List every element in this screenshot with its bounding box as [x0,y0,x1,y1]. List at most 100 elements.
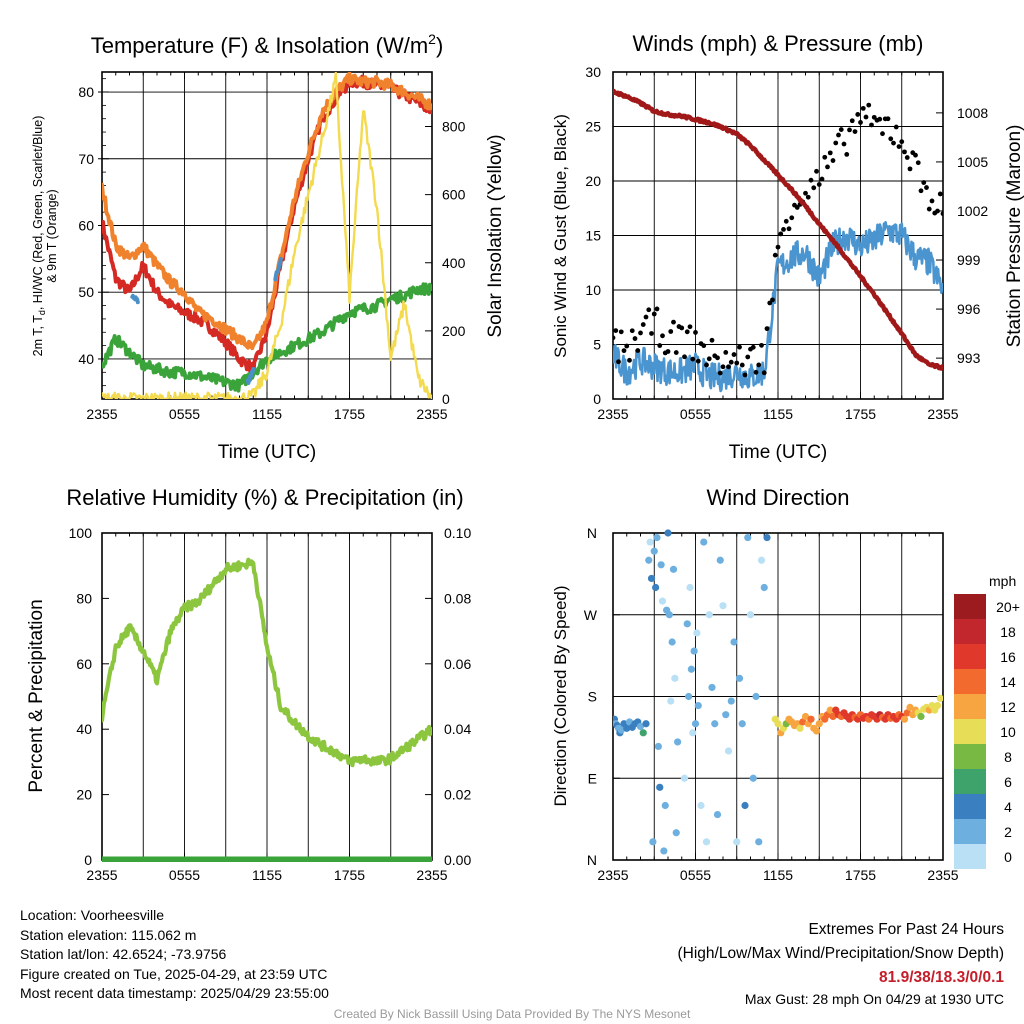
direction-point [667,697,675,705]
colorbar-swatch [954,769,986,794]
y-tick-label: 60 [76,656,92,672]
colorbar-label: 8 [1004,749,1012,765]
gust-point [924,185,929,190]
gust-point [937,191,943,197]
x-tick-label: 2355 [416,867,447,883]
colorbar-swatch [954,669,986,694]
direction-point [617,726,625,734]
y2-tick-label: 0.02 [444,787,471,803]
direction-point [636,722,645,731]
gust-point [673,350,679,355]
y-tick-label: N [587,525,597,541]
direction-point [690,647,698,655]
series-sonic-wind [613,221,943,393]
gust-point [869,122,874,128]
direction-point [815,720,823,728]
direction-point [760,583,768,592]
gust-point [687,324,693,330]
gust-point [629,328,635,334]
colorbar-swatch [954,594,986,619]
direction-point [774,720,782,728]
gust-point [808,177,814,183]
direction-point [700,538,708,546]
colorbar-label: 6 [1004,774,1012,790]
gust-point [654,306,660,312]
y2-axis-label: Solar Insolation (Yellow) [485,134,506,337]
series-hi-wc [245,367,256,385]
x-tick-label: 2355 [927,406,958,422]
colorbar-label: 4 [1004,799,1012,815]
y2-tick-label: 600 [442,187,466,203]
gust-point [918,188,924,194]
direction-point [763,533,771,542]
created-text: Figure created on Tue, 2025-04-29, at 23… [20,965,328,982]
y2-tick-label: 0.04 [444,721,471,737]
y2-tick-label: 200 [442,323,466,339]
gust-point [803,190,808,196]
x-tick-label: 0555 [169,406,200,422]
gust-point [742,372,748,378]
direction-point [625,718,634,726]
direction-point [755,838,763,846]
direction-point [829,712,837,721]
direction-point [713,810,722,819]
gust-point [885,116,891,122]
colorbar-swatch [954,694,986,719]
direction-point [752,692,760,701]
y2-tick-label: 400 [442,255,466,271]
direction-point [660,847,668,855]
x-axis-label: Time (UTC) [218,442,317,463]
gust-point [704,362,709,368]
gust-point [904,155,910,160]
chart-title: Winds (mph) & Pressure (mb) [633,31,924,56]
y2-tick-label: 0.08 [444,590,471,606]
gust-point [643,314,649,320]
gust-point [684,329,690,335]
direction-point [735,674,744,682]
gust-point [880,131,885,137]
direction-point [674,738,682,746]
extremes-subtitle: (High/Low/Max Wind/Precipitation/Snow De… [677,945,1005,962]
extremes-values: 81.9/38/18.3/0/0.1 [879,969,1004,986]
direction-point [691,720,700,728]
direction-point [697,801,705,810]
gust-point [913,152,918,158]
location-text: Location: Voorheesville [20,907,164,923]
gust-point [836,132,841,138]
y-tick-label: 20 [585,173,601,189]
y-tick-label: 10 [585,282,601,298]
y-tick-label: 80 [78,84,94,100]
gust-point [726,364,731,370]
gust-point [814,168,819,174]
gust-point [753,369,759,375]
y2-tick-label: 1008 [957,105,988,121]
gust-point [783,218,789,224]
gust-point [819,176,825,182]
gust-point [646,307,652,313]
direction-point [639,729,647,737]
gust-point [693,330,698,335]
y2-tick-label: 993 [957,350,981,366]
y2-tick-label: 0.06 [444,656,471,672]
direction-point [658,597,667,605]
gust-point [632,336,638,341]
direction-point [661,801,669,810]
x-tick-label: 2355 [597,867,628,883]
winds-panel: 2355 0555 1155 1755 2355 Winds (mph) & Pressu… [551,31,1024,463]
x-tick-label: 1755 [845,867,876,883]
direction-point [799,718,807,726]
gust-point [739,362,745,368]
x-tick-label: 2355 [416,406,447,422]
gust-point [651,311,657,317]
elevation-text: Station elevation: 115.062 m [20,926,197,943]
direction-point [746,611,755,619]
colorbar-label: 18 [1000,624,1016,640]
gust-point [734,360,740,366]
direction-point [724,747,733,755]
gust-point [635,348,641,353]
y-tick-label: 60 [78,217,94,233]
y-axis-label: Sonic Wind & Gust (Blue, Black) [551,114,570,358]
gust-point [690,356,696,362]
x-tick-label: 0555 [680,867,711,883]
